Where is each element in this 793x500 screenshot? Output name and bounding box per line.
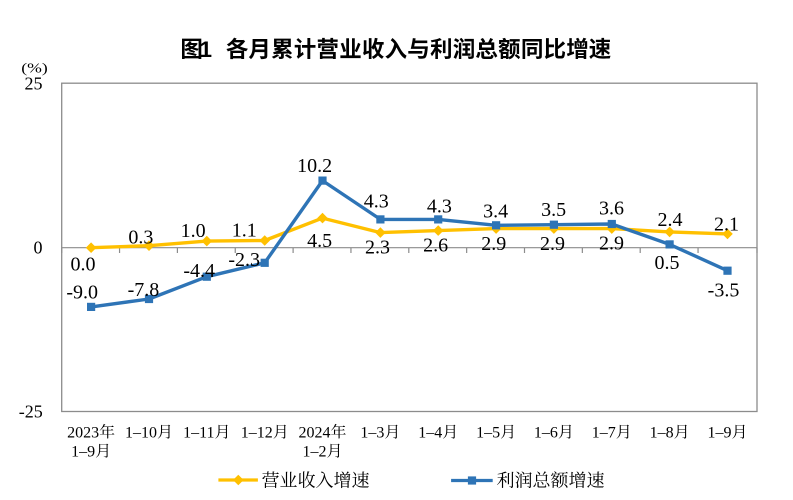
svg-text:3.5: 3.5 xyxy=(541,199,566,221)
svg-text:10.2: 10.2 xyxy=(297,155,332,177)
svg-text:1–2月: 1–2月 xyxy=(302,444,342,461)
svg-text:2024年: 2024年 xyxy=(298,423,346,441)
svg-text:1–8月: 1–8月 xyxy=(650,424,690,441)
svg-text:1.0: 1.0 xyxy=(181,220,206,242)
svg-text:4.3: 4.3 xyxy=(364,191,389,213)
svg-text:1–5月: 1–5月 xyxy=(476,424,516,441)
svg-text:-9.0: -9.0 xyxy=(66,282,98,304)
svg-text:2023年: 2023年 xyxy=(67,423,115,441)
svg-text:1–9月: 1–9月 xyxy=(707,424,747,441)
svg-text:1–7月: 1–7月 xyxy=(592,424,632,441)
svg-text:4.3: 4.3 xyxy=(427,195,452,217)
svg-text:-3.5: -3.5 xyxy=(708,280,740,302)
svg-text:图: 图 xyxy=(181,37,204,62)
svg-text:1–12月: 1–12月 xyxy=(241,424,289,441)
svg-text:-4.4: -4.4 xyxy=(183,260,215,282)
svg-text:2.6: 2.6 xyxy=(423,235,448,257)
svg-text:4.5: 4.5 xyxy=(307,230,332,252)
svg-text:-7.8: -7.8 xyxy=(128,279,160,301)
svg-text:1–11月: 1–11月 xyxy=(183,424,230,441)
svg-text:3.4: 3.4 xyxy=(483,200,508,222)
svg-text:0.0: 0.0 xyxy=(71,254,96,276)
svg-text:1.1: 1.1 xyxy=(232,220,257,242)
svg-text:1–3月: 1–3月 xyxy=(360,424,400,441)
svg-text:2.3: 2.3 xyxy=(365,236,390,258)
svg-text:2.9: 2.9 xyxy=(540,233,565,255)
svg-text:(%): (%) xyxy=(21,61,48,76)
svg-text:1–9月: 1–9月 xyxy=(71,444,111,461)
svg-text:-25: -25 xyxy=(19,402,43,422)
svg-text:0.3: 0.3 xyxy=(128,227,153,249)
svg-text:营业收入增速: 营业收入增速 xyxy=(262,471,370,491)
svg-text:1–10月: 1–10月 xyxy=(125,424,173,441)
svg-text:1–6月: 1–6月 xyxy=(534,424,574,441)
svg-text:2.1: 2.1 xyxy=(714,213,739,235)
svg-text:0: 0 xyxy=(34,238,43,258)
svg-text:各月累计营业收入与利润总额同比增速: 各月累计营业收入与利润总额同比增速 xyxy=(226,37,612,62)
svg-text:2.9: 2.9 xyxy=(599,232,624,254)
svg-text:1–4月: 1–4月 xyxy=(418,424,458,441)
svg-text:2.4: 2.4 xyxy=(658,209,683,231)
svg-text:-2.3: -2.3 xyxy=(228,249,260,271)
svg-text:1: 1 xyxy=(200,37,213,62)
svg-text:0.5: 0.5 xyxy=(655,252,680,274)
svg-text:25: 25 xyxy=(25,74,43,94)
svg-text:2.9: 2.9 xyxy=(481,233,506,255)
svg-text:利润总额增速: 利润总额增速 xyxy=(497,471,605,491)
svg-text:3.6: 3.6 xyxy=(599,198,624,220)
